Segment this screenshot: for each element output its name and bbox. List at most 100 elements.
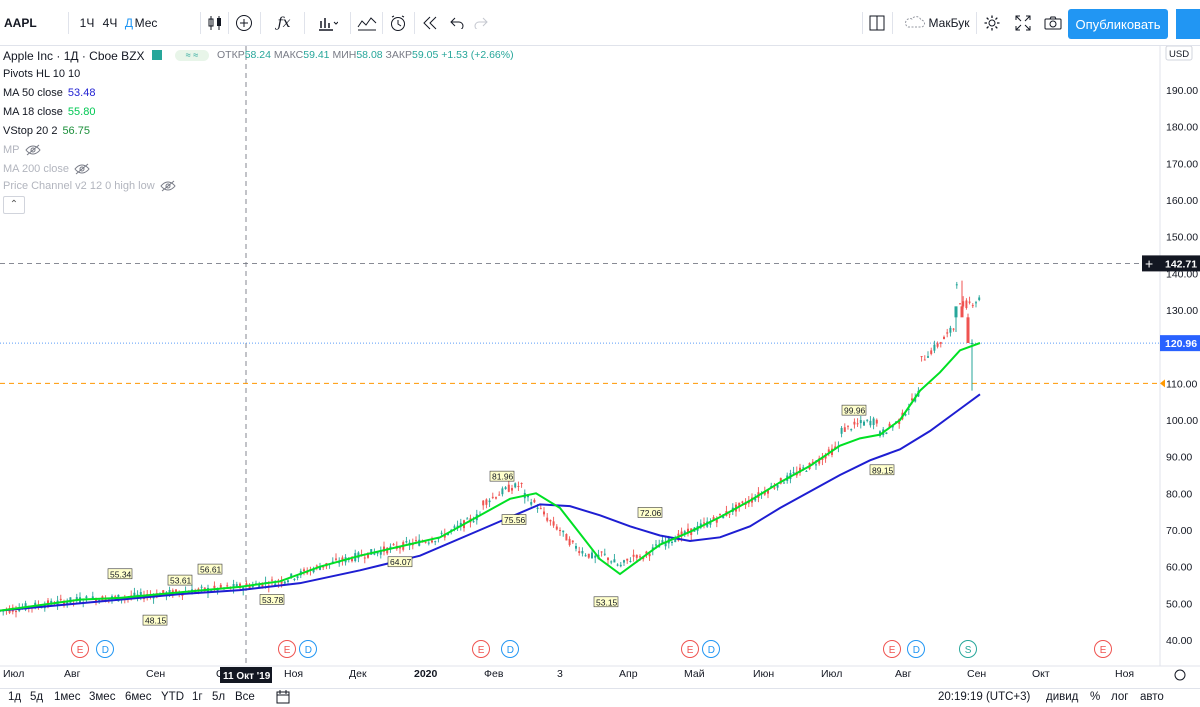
event-earnings-icon[interactable] bbox=[1094, 640, 1112, 658]
event-split-icon[interactable] bbox=[959, 640, 977, 658]
candle-body bbox=[341, 557, 344, 562]
price-chart[interactable]: USD190.00180.00170.00160.00150.00140.001… bbox=[0, 46, 1200, 688]
event-earnings-icon[interactable] bbox=[278, 640, 296, 658]
alert-icon[interactable] bbox=[386, 0, 410, 46]
price-tick-label: 60.00 bbox=[1166, 562, 1192, 574]
candle-body bbox=[517, 485, 520, 487]
event-earnings-icon[interactable] bbox=[681, 640, 699, 658]
candle-body bbox=[661, 540, 664, 544]
event-dividend-icon[interactable] bbox=[702, 640, 720, 658]
candle-body bbox=[888, 423, 891, 428]
range-6m-button[interactable]: 6мес bbox=[125, 691, 152, 703]
event-dividend-icon[interactable] bbox=[501, 640, 519, 658]
interval-dropdown[interactable] bbox=[154, 0, 200, 46]
divider bbox=[350, 12, 351, 34]
legend-title-row: Apple Inc · 1Д · Cboe BZX bbox=[3, 48, 145, 64]
compare-icon[interactable] bbox=[354, 0, 380, 46]
candle-body bbox=[891, 425, 894, 428]
candle-body bbox=[59, 598, 62, 600]
symbol-search[interactable]: AAPL bbox=[4, 16, 37, 30]
camera-icon[interactable] bbox=[1040, 0, 1066, 46]
range-ytd-button[interactable]: YTD bbox=[161, 691, 184, 703]
candle-body bbox=[379, 550, 382, 555]
alert-marker-icon[interactable] bbox=[1160, 379, 1165, 388]
hidden-eye-icon[interactable] bbox=[74, 163, 90, 175]
auto-toggle[interactable]: авто bbox=[1140, 691, 1164, 703]
redo-icon[interactable] bbox=[470, 0, 492, 46]
indicators-icon[interactable]: ƒx bbox=[264, 0, 304, 46]
indicator-price-channel[interactable]: Price Channel v2 12 0 high low bbox=[3, 178, 176, 194]
undo-icon[interactable] bbox=[446, 0, 468, 46]
candle-body bbox=[133, 592, 136, 597]
price-tick-label: 130.00 bbox=[1166, 305, 1198, 317]
event-dividend-icon[interactable] bbox=[907, 640, 925, 658]
range-3m-button[interactable]: 3мес bbox=[89, 691, 116, 703]
candles-icon[interactable] bbox=[204, 0, 226, 46]
interval-4h-button[interactable]: 4Ч bbox=[102, 16, 118, 30]
event-earnings-icon[interactable] bbox=[71, 640, 89, 658]
pivot-label-box bbox=[869, 464, 895, 476]
candle-body bbox=[712, 517, 715, 521]
log-toggle[interactable]: лог bbox=[1111, 691, 1129, 703]
chart-settings-icon[interactable] bbox=[1174, 669, 1186, 681]
indicator-ma18[interactable]: MA 18 close 55.80 bbox=[3, 104, 95, 120]
indicator-ma200[interactable]: MA 200 close bbox=[3, 161, 90, 177]
candle-body bbox=[536, 507, 539, 509]
interval-1h-button[interactable]: 1Ч bbox=[79, 16, 95, 30]
add-compare-icon[interactable] bbox=[232, 0, 256, 46]
event-earnings-icon[interactable] bbox=[883, 640, 901, 658]
candle-body bbox=[970, 343, 974, 344]
percent-toggle[interactable]: % bbox=[1090, 691, 1101, 703]
event-dividend-icon[interactable] bbox=[299, 640, 317, 658]
replay-icon[interactable] bbox=[418, 0, 442, 46]
candle-body bbox=[235, 584, 238, 588]
time-tick-label: Окт bbox=[1032, 668, 1050, 680]
legend-collapse-button[interactable]: ⌃ bbox=[3, 196, 25, 214]
range-5y-button[interactable]: 5л bbox=[212, 691, 226, 703]
templates-icon[interactable] bbox=[308, 0, 348, 46]
range-1y-button[interactable]: 1г bbox=[192, 691, 203, 703]
interval-day-button[interactable]: Д bbox=[124, 16, 134, 30]
layout-name-button[interactable]: МакБук bbox=[896, 0, 976, 46]
event-dividend-icon[interactable] bbox=[96, 640, 114, 658]
close-value: 59.05 bbox=[412, 49, 439, 61]
side-panel-toggle[interactable] bbox=[1176, 9, 1200, 39]
candle-body bbox=[363, 557, 366, 559]
candle-body bbox=[642, 557, 645, 560]
crosshair-add-button[interactable] bbox=[1142, 255, 1160, 272]
candle-body bbox=[770, 486, 773, 488]
indicator-value: 53.48 bbox=[67, 87, 96, 99]
time-tick-label: Ноя bbox=[284, 668, 303, 680]
settings-icon[interactable] bbox=[980, 0, 1004, 46]
range-1d-button[interactable]: 1д bbox=[8, 691, 22, 703]
candle-body bbox=[683, 531, 686, 534]
clock[interactable]: 20:19:19 (UTC+3) bbox=[938, 691, 1031, 703]
fullscreen-icon[interactable] bbox=[1010, 0, 1036, 46]
indicator-ma50[interactable]: MA 50 close 53.48 bbox=[3, 85, 95, 101]
candle-body bbox=[975, 302, 977, 304]
candle-body bbox=[613, 559, 616, 563]
price-axis[interactable] bbox=[1160, 46, 1200, 688]
interval-week-button[interactable]: Мес bbox=[134, 16, 158, 30]
hidden-eye-icon[interactable] bbox=[160, 180, 176, 192]
hidden-eye-icon[interactable] bbox=[24, 144, 41, 156]
candle-body bbox=[603, 553, 606, 555]
candle-body bbox=[629, 560, 632, 562]
indicator-mp[interactable]: MP bbox=[3, 142, 41, 158]
candle-body bbox=[591, 552, 593, 559]
goto-date-icon[interactable] bbox=[276, 689, 290, 707]
range-all-button[interactable]: Все bbox=[235, 691, 255, 703]
candle-body bbox=[671, 541, 673, 543]
indicator-pivots[interactable]: Pivots HL 10 10 bbox=[3, 66, 80, 82]
publish-button[interactable]: Опубликовать bbox=[1068, 9, 1168, 39]
time-tick-label: 3 bbox=[557, 668, 563, 680]
event-earnings-icon[interactable] bbox=[472, 640, 490, 658]
time-tick-label: 2020 bbox=[414, 668, 438, 680]
dividends-toggle[interactable]: дивид bbox=[1046, 691, 1079, 703]
range-5d-button[interactable]: 5д bbox=[30, 691, 44, 703]
layout-icon[interactable] bbox=[866, 0, 888, 46]
pivot-label-box bbox=[142, 614, 168, 626]
range-1m-button[interactable]: 1мес bbox=[54, 691, 81, 703]
indicator-vstop[interactable]: VStop 20 2 56.75 bbox=[3, 123, 90, 139]
event-letter: D bbox=[708, 645, 715, 656]
